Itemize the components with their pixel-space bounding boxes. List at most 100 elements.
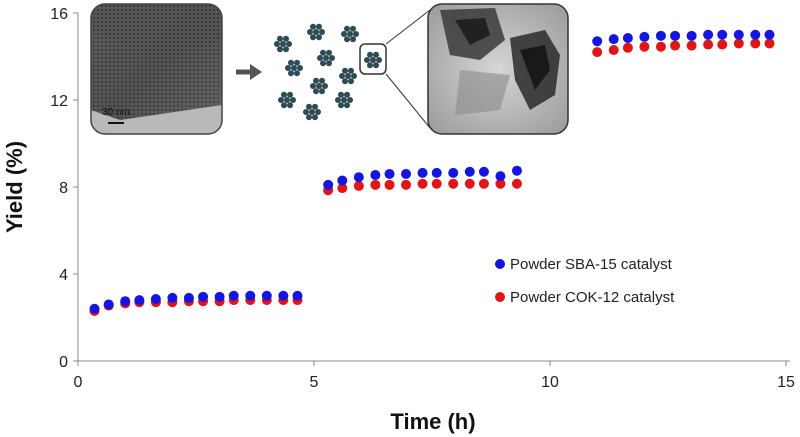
particle [310, 77, 328, 95]
legend-label-cok12: Powder COK-12 catalyst [510, 289, 675, 306]
particle-cluster [274, 23, 382, 121]
particle [303, 103, 321, 121]
x-tick-label: 10 [541, 374, 559, 391]
zoom-indicator [359, 9, 431, 129]
data-point [353, 180, 364, 191]
data-point [764, 38, 775, 49]
legend-label-sba15: Powder SBA-15 catalyst [510, 256, 673, 273]
tem-inset-image [427, 3, 569, 135]
particle [339, 67, 357, 85]
legend: Powder SBA-15 catalyst Powder COK-12 cat… [495, 256, 675, 306]
data-point [764, 29, 775, 40]
particle [341, 25, 359, 43]
data-point [323, 179, 334, 190]
zoom-box [359, 43, 387, 75]
data-point [448, 167, 459, 178]
data-point [655, 30, 666, 41]
data-point [464, 166, 475, 177]
x-axis-title: Time (h) [390, 409, 475, 434]
data-point [370, 179, 381, 190]
data-point [495, 171, 506, 182]
data-point [431, 167, 442, 178]
particle [307, 23, 325, 41]
data-point [278, 290, 289, 301]
data-point [686, 40, 697, 51]
data-point [89, 303, 100, 314]
data-point [703, 39, 714, 50]
series-layer [89, 29, 775, 316]
data-point [703, 29, 714, 40]
data-point [670, 40, 681, 51]
process-arrow [236, 64, 262, 80]
data-point [292, 290, 303, 301]
data-point [464, 178, 475, 189]
data-point [401, 179, 412, 190]
data-point [134, 295, 145, 306]
data-point [431, 178, 442, 189]
data-point [150, 294, 161, 305]
data-point [639, 41, 650, 52]
data-point [401, 168, 412, 179]
data-point [337, 175, 348, 186]
y-tick-label: 0 [59, 354, 68, 371]
data-point [592, 47, 603, 58]
y-ticks: 0 4 8 12 16 [50, 6, 78, 371]
scale-bar-label: 30 nm [102, 107, 130, 118]
data-point [167, 292, 178, 303]
particle [285, 59, 303, 77]
x-tick-label: 0 [74, 374, 83, 391]
y-axis-title: Yield (%) [2, 141, 27, 233]
data-point [214, 291, 225, 302]
data-point [686, 30, 697, 41]
data-point [228, 290, 239, 301]
y-tick-label: 4 [59, 267, 68, 284]
data-point [511, 178, 522, 189]
particle [335, 91, 353, 109]
data-point [478, 178, 489, 189]
y-tick-label: 12 [50, 93, 68, 110]
particle [278, 91, 296, 109]
x-ticks: 0 5 10 15 [74, 361, 795, 391]
data-point [670, 30, 681, 41]
data-point [622, 42, 633, 53]
data-point [337, 183, 348, 194]
y-tick-label: 8 [59, 180, 68, 197]
data-point [183, 292, 194, 303]
particle [274, 35, 292, 53]
particle [317, 49, 335, 67]
data-point [639, 31, 650, 42]
data-point [370, 170, 381, 181]
data-point [608, 34, 619, 45]
sem-inset-image: 30 nm [90, 3, 223, 135]
data-point [592, 36, 603, 47]
data-point [495, 178, 506, 189]
y-tick-label: 16 [50, 6, 68, 23]
series-0 [89, 29, 775, 314]
data-point [608, 44, 619, 55]
data-point [245, 290, 256, 301]
data-point [511, 165, 522, 176]
data-point [384, 179, 395, 190]
legend-marker-cok12 [495, 292, 505, 302]
data-point [448, 178, 459, 189]
data-point [120, 296, 131, 307]
legend-marker-sba15 [495, 259, 505, 269]
data-point [655, 41, 666, 52]
data-point [103, 299, 114, 310]
data-point [733, 38, 744, 49]
data-point [384, 168, 395, 179]
data-point [750, 29, 761, 40]
data-point [733, 29, 744, 40]
x-tick-label: 15 [777, 374, 795, 391]
data-point [353, 172, 364, 183]
data-point [417, 167, 428, 178]
data-point [750, 38, 761, 49]
data-point [417, 178, 428, 189]
data-point [717, 39, 728, 50]
data-point [622, 33, 633, 44]
data-point [717, 29, 728, 40]
data-point [198, 291, 209, 302]
data-point [261, 290, 272, 301]
x-tick-label: 5 [310, 374, 319, 391]
